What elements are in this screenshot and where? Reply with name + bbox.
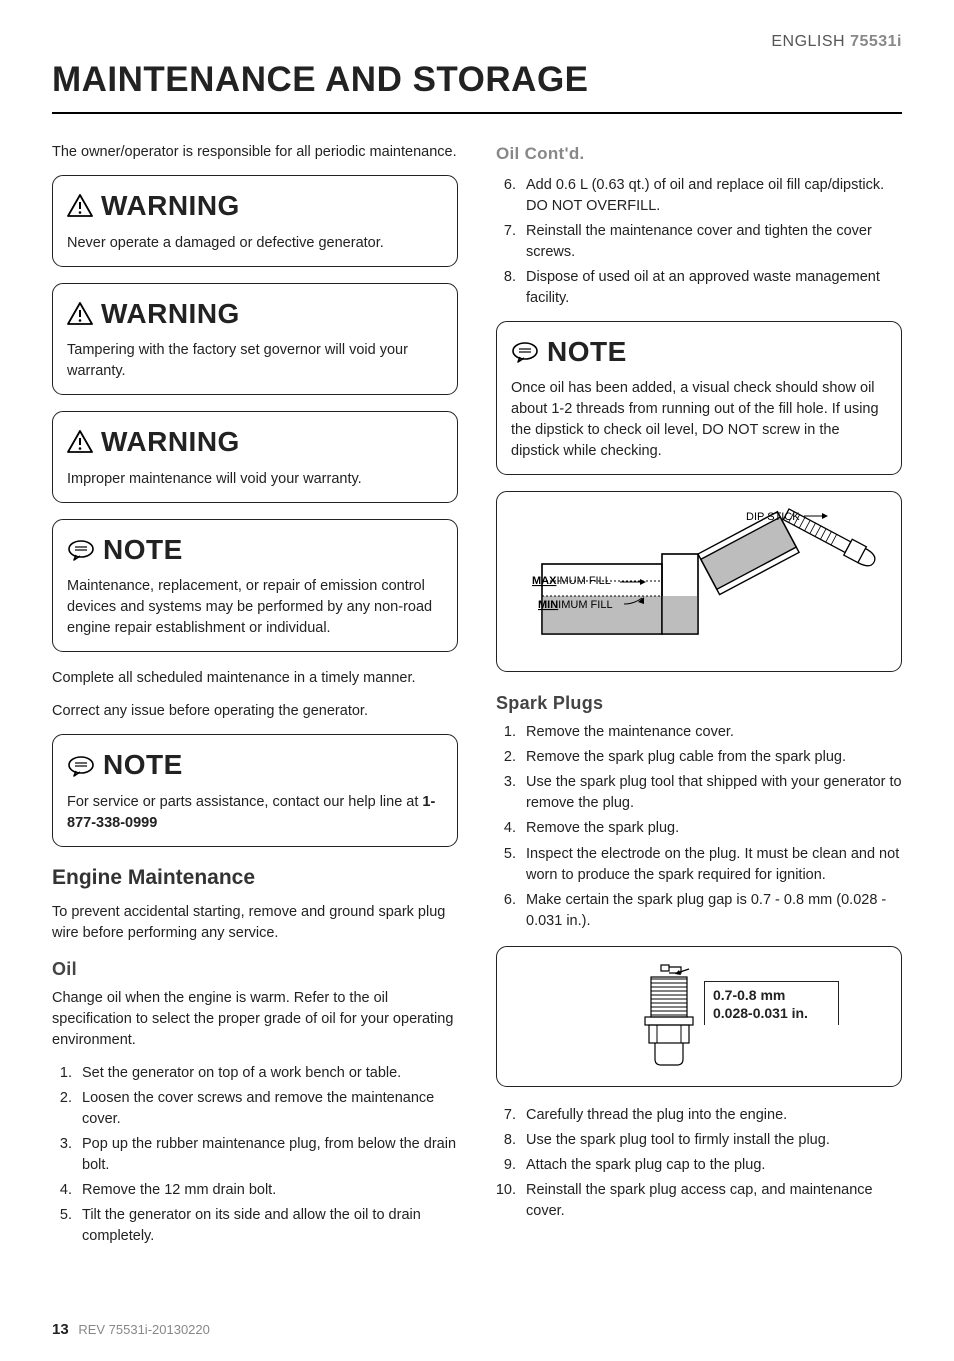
note-box-3: NOTE Once oil has been added, a visual c… — [496, 321, 902, 476]
list-item: Remove the spark plug. — [520, 818, 902, 839]
oil-contd-heading: Oil Cont'd. — [496, 142, 902, 167]
after-note-p2: Correct any issue before operating the g… — [52, 701, 458, 722]
intro-text: The owner/operator is responsible for al… — [52, 142, 458, 163]
warning-body: Improper maintenance will void your warr… — [67, 469, 443, 490]
svg-text:MINIMUM FILL: MINIMUM FILL — [538, 599, 613, 611]
oil-intro: Change oil when the engine is warm. Refe… — [52, 988, 458, 1051]
note-box-2: NOTE For service or parts assistance, co… — [52, 734, 458, 847]
warning-box-1: WARNING Never operate a damaged or defec… — [52, 175, 458, 267]
list-item: Reinstall the spark plug access cap, and… — [520, 1180, 902, 1222]
warning-title: WARNING — [101, 186, 240, 227]
page-footer: 13 REV 75531i-20130220 — [52, 1319, 902, 1341]
list-item: Add 0.6 L (0.63 qt.) of oil and replace … — [520, 175, 902, 217]
list-item: Pop up the rubber maintenance plug, from… — [76, 1134, 458, 1176]
spark-steps-list: Remove the maintenance cover. Remove the… — [496, 722, 902, 931]
list-item: Tilt the generator on its side and allow… — [76, 1205, 458, 1247]
list-item: Inspect the electrode on the plug. It mu… — [520, 844, 902, 886]
list-item: Make certain the spark plug gap is 0.7 -… — [520, 890, 902, 932]
header-model: 75531i — [850, 33, 902, 50]
spark-plugs-heading: Spark Plugs — [496, 690, 902, 716]
gap-in: 0.028-0.031 in. — [713, 1004, 830, 1022]
header-language: ENGLISH — [771, 33, 845, 50]
content-columns: The owner/operator is responsible for al… — [52, 142, 902, 1259]
note-title: NOTE — [103, 530, 183, 571]
oil-contd-list: Add 0.6 L (0.63 qt.) of oil and replace … — [496, 175, 902, 309]
after-note-p1: Complete all scheduled maintenance in a … — [52, 668, 458, 689]
header-label: ENGLISH 75531i — [52, 30, 902, 53]
spark-steps-list-2: Carefully thread the plug into the engin… — [496, 1105, 902, 1222]
warning-icon — [67, 430, 93, 454]
note-icon — [511, 341, 539, 363]
page-number: 13 — [52, 1321, 69, 1338]
warning-icon — [67, 302, 93, 326]
warning-icon — [67, 194, 93, 218]
list-item: Attach the spark plug cap to the plug. — [520, 1155, 902, 1176]
list-item: Carefully thread the plug into the engin… — [520, 1105, 902, 1126]
warning-box-3: WARNING Improper maintenance will void y… — [52, 411, 458, 503]
engine-intro: To prevent accidental starting, remove a… — [52, 902, 458, 944]
list-item: Use the spark plug tool that shipped wit… — [520, 772, 902, 814]
right-column: Oil Cont'd. Add 0.6 L (0.63 qt.) of oil … — [496, 142, 902, 1259]
note-box-1: NOTE Maintenance, replacement, or repair… — [52, 519, 458, 653]
note-body: For service or parts assistance, contact… — [67, 792, 443, 834]
revision: REV 75531i-20130220 — [78, 1322, 210, 1337]
list-item: Loosen the cover screws and remove the m… — [76, 1088, 458, 1130]
note-icon — [67, 755, 95, 777]
oil-steps-list: Set the generator on top of a work bench… — [52, 1063, 458, 1247]
page-title: MAINTENANCE AND STORAGE — [52, 55, 902, 114]
list-item: Set the generator on top of a work bench… — [76, 1063, 458, 1084]
warning-body: Tampering with the factory set governor … — [67, 340, 443, 382]
spark-plug-figure: 0.7-0.8 mm 0.028-0.031 in. — [496, 946, 902, 1087]
note-title: NOTE — [547, 332, 627, 373]
svg-text:DIP STICK: DIP STICK — [746, 511, 800, 523]
list-item: Use the spark plug tool to firmly instal… — [520, 1130, 902, 1151]
engine-maintenance-heading: Engine Maintenance — [52, 863, 458, 893]
list-item: Remove the maintenance cover. — [520, 722, 902, 743]
gap-mm: 0.7-0.8 mm — [713, 986, 830, 1004]
note-body: Maintenance, replacement, or repair of e… — [67, 576, 443, 639]
warning-title: WARNING — [101, 422, 240, 463]
list-item: Reinstall the maintenance cover and tigh… — [520, 221, 902, 263]
oil-heading: Oil — [52, 956, 458, 982]
list-item: Dispose of used oil at an approved waste… — [520, 267, 902, 309]
warning-body: Never operate a damaged or defective gen… — [67, 233, 443, 254]
list-item: Remove the 12 mm drain bolt. — [76, 1180, 458, 1201]
dipstick-figure: MAXIMUM FILL MINIMUM FILL — [496, 491, 902, 672]
note-body-pre: For service or parts assistance, contact… — [67, 794, 422, 810]
warning-box-2: WARNING Tampering with the factory set g… — [52, 283, 458, 396]
list-item: Remove the spark plug cable from the spa… — [520, 747, 902, 768]
note-body: Once oil has been added, a visual check … — [511, 378, 887, 462]
left-column: The owner/operator is responsible for al… — [52, 142, 458, 1259]
svg-text:MAXIMUM FILL: MAXIMUM FILL — [532, 575, 611, 587]
note-icon — [67, 539, 95, 561]
warning-title: WARNING — [101, 294, 240, 335]
note-title: NOTE — [103, 745, 183, 786]
